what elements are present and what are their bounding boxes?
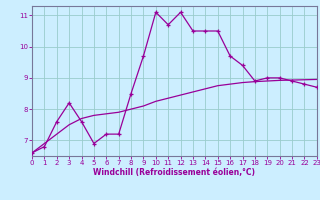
X-axis label: Windchill (Refroidissement éolien,°C): Windchill (Refroidissement éolien,°C) (93, 168, 255, 177)
